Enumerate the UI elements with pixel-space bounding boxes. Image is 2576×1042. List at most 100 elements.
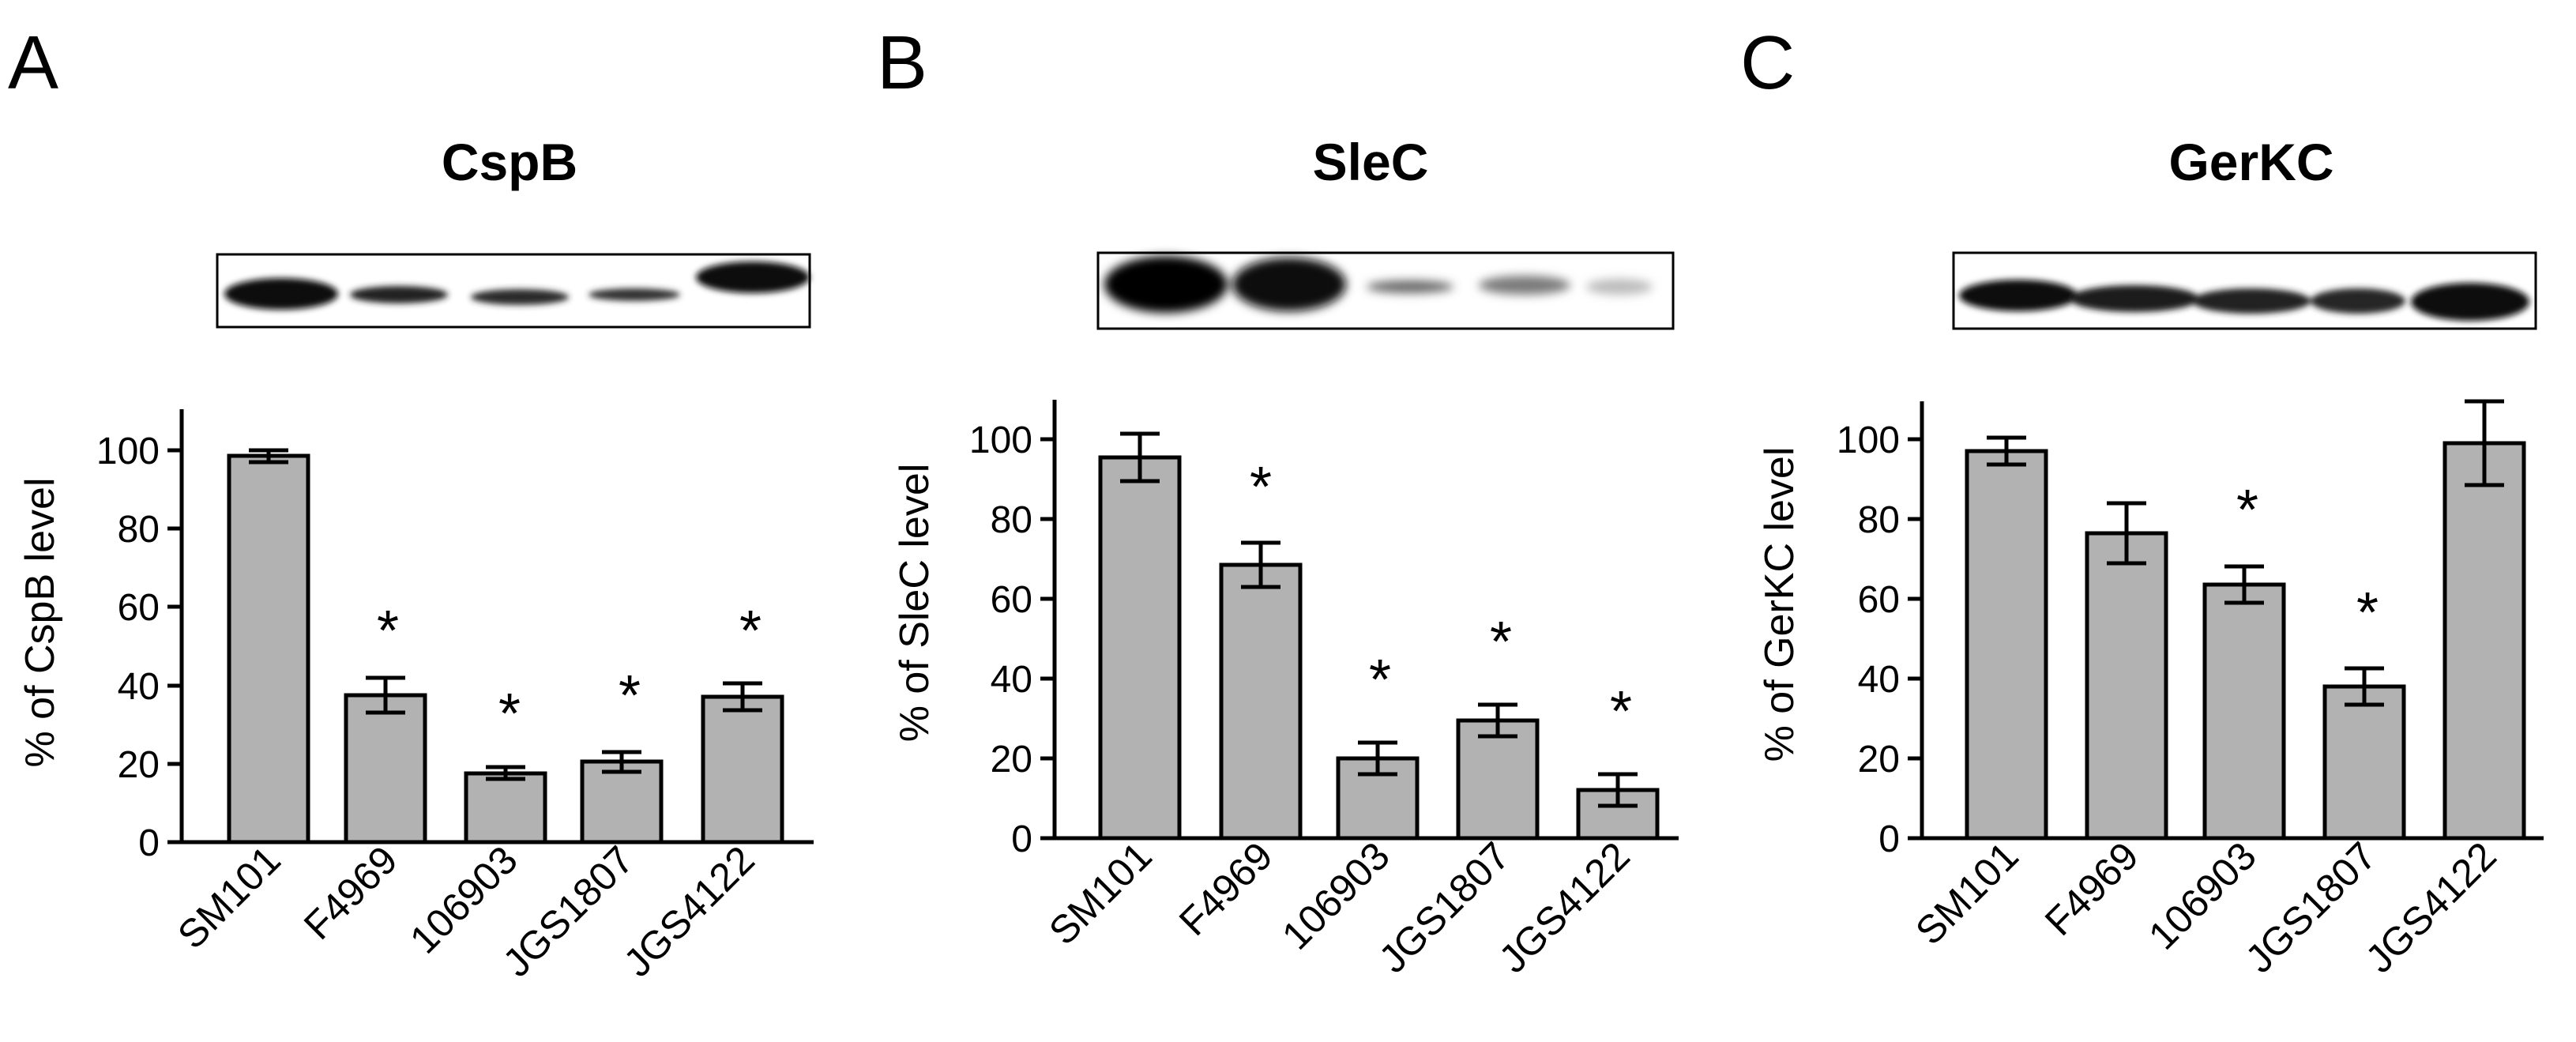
bar-b-sm101 [1098, 455, 1182, 841]
y-tick-label: 100 [969, 419, 1032, 461]
significance-star: * [1490, 611, 1512, 674]
x-tick-label: SM101 [1040, 833, 1160, 954]
bar-a-106903 [464, 771, 547, 845]
x-tick-label: JGS1807 [2237, 833, 2385, 981]
error-bar-c-106903 [2224, 564, 2264, 605]
error-bar-a-jgs1807 [602, 750, 641, 774]
panel-letter-c: C [1740, 21, 1795, 105]
panel-a: A CspB % of CspB level 0 20 40 [8, 21, 814, 985]
blot-band [1959, 280, 2078, 311]
bar-a-sm101 [227, 453, 310, 845]
bar-a-jgs1807 [580, 759, 664, 845]
y-axis-label-c: % of GerKC level [1757, 447, 1803, 762]
bar-c-sm101 [1965, 449, 2048, 841]
significance-star: * [498, 683, 521, 746]
error-bar-c-jgs1807 [2345, 666, 2384, 707]
y-tick-label: 0 [138, 822, 160, 864]
bar-a-f4969 [344, 693, 427, 845]
error-bar-a-106903 [486, 765, 525, 781]
blot-band [1367, 280, 1453, 293]
bar-chart-a: % of CspB level 0 20 40 60 80 100 [17, 409, 814, 985]
y-tick-label: 40 [118, 666, 160, 708]
bar-c-106903 [2202, 582, 2286, 841]
x-tick-label: JGS4122 [2357, 833, 2505, 981]
blot-band [589, 288, 680, 301]
error-bar-c-jgs4122 [2465, 399, 2504, 487]
y-tick-label: 80 [991, 499, 1032, 541]
western-blot-c [1952, 251, 2537, 330]
blot-band [471, 289, 569, 305]
y-tick-label: 100 [96, 431, 160, 472]
x-tick-label: JGS4122 [1491, 833, 1638, 981]
bar-c-jgs4122 [2442, 441, 2526, 841]
y-tick-label: 60 [118, 587, 160, 629]
blot-band [224, 278, 338, 310]
significance-star: * [739, 600, 762, 663]
error-bar-b-jgs1807 [1478, 702, 1517, 739]
panel-letter-a: A [8, 21, 58, 105]
blot-band [2192, 288, 2311, 314]
error-bar-c-f4969 [2107, 501, 2146, 566]
y-tick-label: 80 [118, 509, 160, 551]
y-tick-label: 40 [1858, 659, 1900, 701]
x-tick-label: 106903 [1273, 833, 1398, 958]
error-bar-a-jgs4122 [723, 681, 762, 713]
bar-chart-c: % of GerKC level 0 20 40 60 80 100 [1757, 399, 2544, 981]
y-tick-label: 100 [1837, 419, 1900, 461]
significance-star: * [1250, 456, 1272, 519]
y-tick-label: 0 [1011, 818, 1032, 860]
error-bar-c-sm101 [1987, 435, 2026, 467]
blot-band [1104, 256, 1228, 313]
significance-star: * [1369, 649, 1391, 712]
blot-band [1479, 276, 1570, 295]
x-tick-label: F4969 [2036, 833, 2147, 944]
bar-c-f4969 [2085, 531, 2168, 841]
bar-c-jgs1807 [2322, 684, 2406, 841]
blot-band [2311, 288, 2405, 314]
y-tick-label: 60 [991, 579, 1032, 621]
y-tick-label: 20 [1858, 739, 1900, 781]
x-tick-label: F4969 [1171, 833, 1281, 944]
y-tick-label: 20 [991, 739, 1032, 781]
x-tick-label: SM101 [1907, 833, 2027, 954]
blot-band [2411, 283, 2529, 321]
error-bar-b-sm101 [1120, 431, 1160, 483]
bar-chart-b: % of SleC level 0 20 40 60 80 100 [892, 400, 1679, 981]
western-blot-a [216, 253, 811, 329]
panel-title-a: CspB [442, 133, 577, 191]
blot-band [696, 261, 810, 293]
blot-band [2070, 285, 2199, 312]
x-tick-label: SM101 [169, 837, 289, 957]
y-tick-label: 20 [118, 744, 160, 786]
x-tick-label: JGS1807 [1371, 833, 1518, 981]
bar-a-jgs4122 [701, 694, 784, 845]
significance-star: * [1610, 680, 1632, 743]
panel-title-c: GerKC [2168, 133, 2333, 191]
y-tick-label: 60 [1858, 579, 1900, 621]
x-tick-label: JGS4122 [615, 837, 763, 985]
blot-band [1586, 279, 1653, 295]
error-bar-a-f4969 [366, 675, 405, 715]
panel-b: B SleC % of SleC level 0 20 40 [877, 21, 1679, 981]
panel-title-b: SleC [1313, 133, 1429, 191]
y-tick-label: 0 [1878, 818, 1900, 860]
x-tick-label: F4969 [295, 837, 406, 948]
x-tick-label: 106903 [2140, 833, 2265, 958]
blot-band [350, 286, 448, 303]
error-bar-b-jgs4122 [1598, 772, 1638, 808]
bar-b-f4969 [1219, 562, 1303, 841]
significance-star: * [377, 600, 399, 663]
panel-c: C GerKC % of GerKC level 0 20 4 [1740, 21, 2544, 981]
y-axis-label-b: % of SleC level [892, 464, 938, 743]
error-bar-b-106903 [1358, 740, 1397, 777]
error-bar-a-sm101 [249, 448, 288, 465]
significance-star: * [2356, 581, 2379, 645]
significance-star: * [2236, 479, 2258, 542]
blot-band [1232, 258, 1346, 311]
western-blot-b [1096, 251, 1675, 330]
y-tick-label: 40 [991, 659, 1032, 701]
y-tick-label: 80 [1858, 499, 1900, 541]
y-axis-label-a: % of CspB level [17, 477, 63, 767]
error-bar-b-f4969 [1241, 540, 1280, 589]
